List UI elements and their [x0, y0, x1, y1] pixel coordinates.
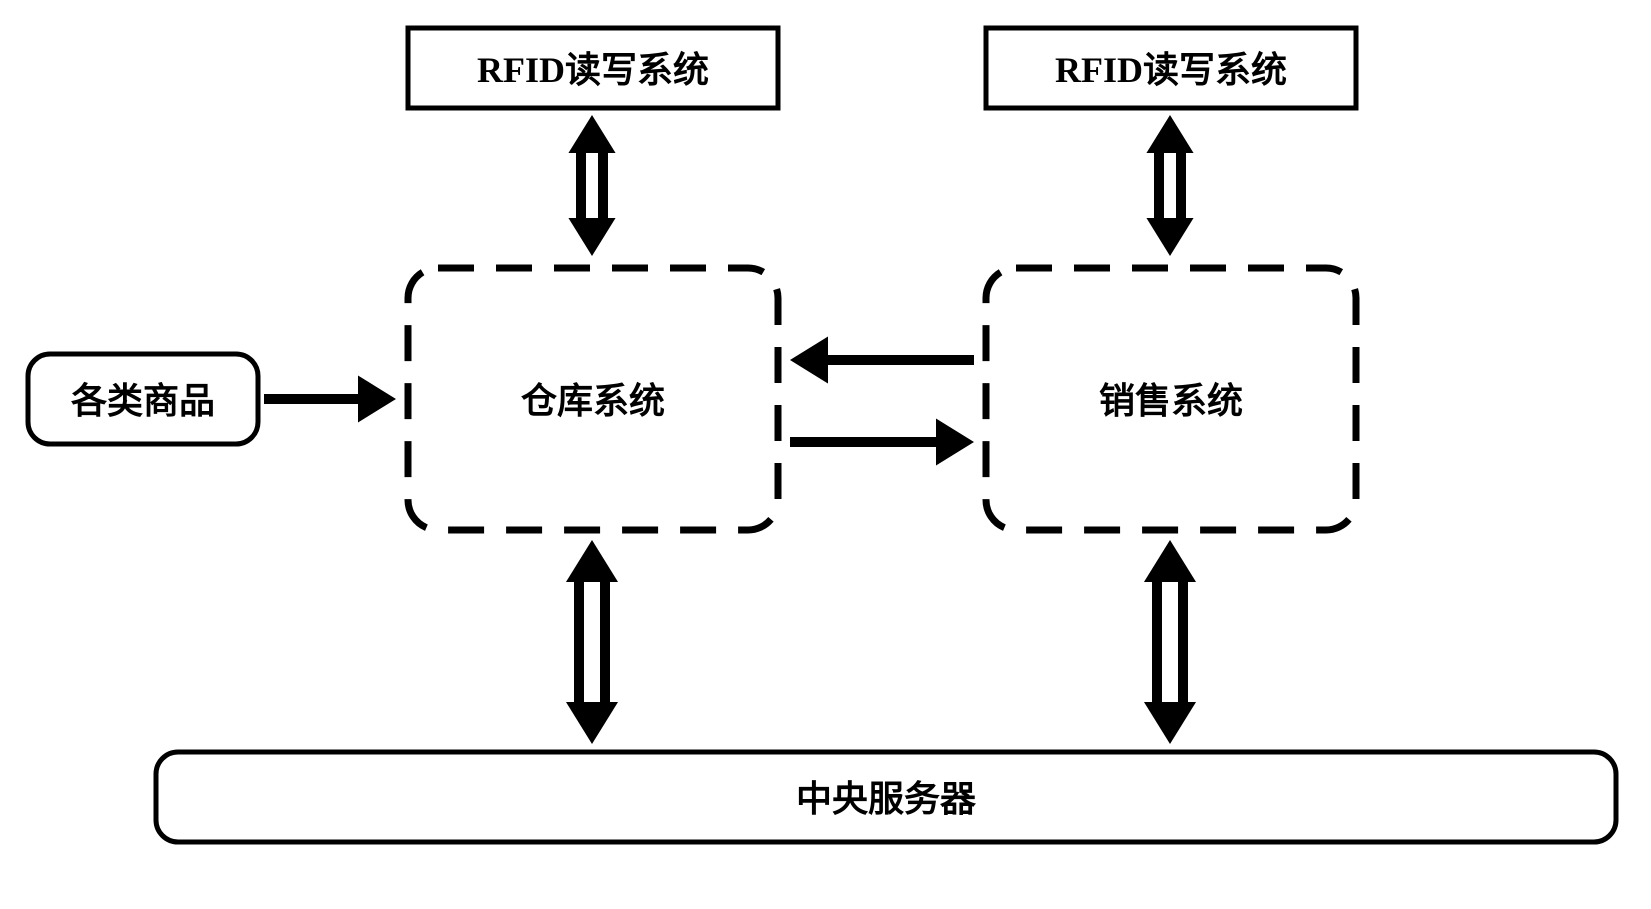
arrow-head [566, 702, 618, 744]
node-server: 中央服务器 [156, 752, 1616, 842]
arrow-head [790, 336, 828, 383]
node-rfid1: RFID读写系统 [408, 28, 778, 108]
edge-2-shaft-r [600, 582, 610, 702]
arrow-head [936, 418, 974, 465]
edge-1-shaft-r [1176, 153, 1186, 218]
edge-3-shaft-r [1178, 582, 1188, 702]
edge-0-shaft-l [576, 153, 586, 218]
arrow-head [1144, 540, 1196, 582]
edge-1-shaft-l [1154, 153, 1164, 218]
arrow-head [568, 115, 615, 153]
node-server-label: 中央服务器 [796, 779, 977, 819]
arrow-head [1146, 115, 1193, 153]
edge-4-shaft [264, 394, 358, 404]
edge-3-shaft-l [1152, 582, 1162, 702]
edge-0-shaft-r [598, 153, 608, 218]
arrow-head [1144, 702, 1196, 744]
arrow-head [358, 375, 396, 422]
node-rfid1-label: RFID读写系统 [477, 50, 709, 90]
node-goods: 各类商品 [28, 354, 258, 444]
node-warehouse-label: 仓库系统 [521, 381, 665, 421]
node-sales: 销售系统 [986, 268, 1356, 530]
arrow-head [568, 218, 615, 256]
arrow-head [566, 540, 618, 582]
edge-2-shaft-l [574, 582, 584, 702]
node-rfid2: RFID读写系统 [986, 28, 1356, 108]
node-sales-label: 销售系统 [1099, 381, 1243, 421]
node-rfid2-label: RFID读写系统 [1055, 50, 1287, 90]
node-goods-label: 各类商品 [71, 381, 215, 421]
arrow-head [1146, 218, 1193, 256]
edge-5-shaft [828, 355, 974, 365]
edge-6-shaft [790, 437, 936, 447]
node-warehouse: 仓库系统 [408, 268, 778, 530]
